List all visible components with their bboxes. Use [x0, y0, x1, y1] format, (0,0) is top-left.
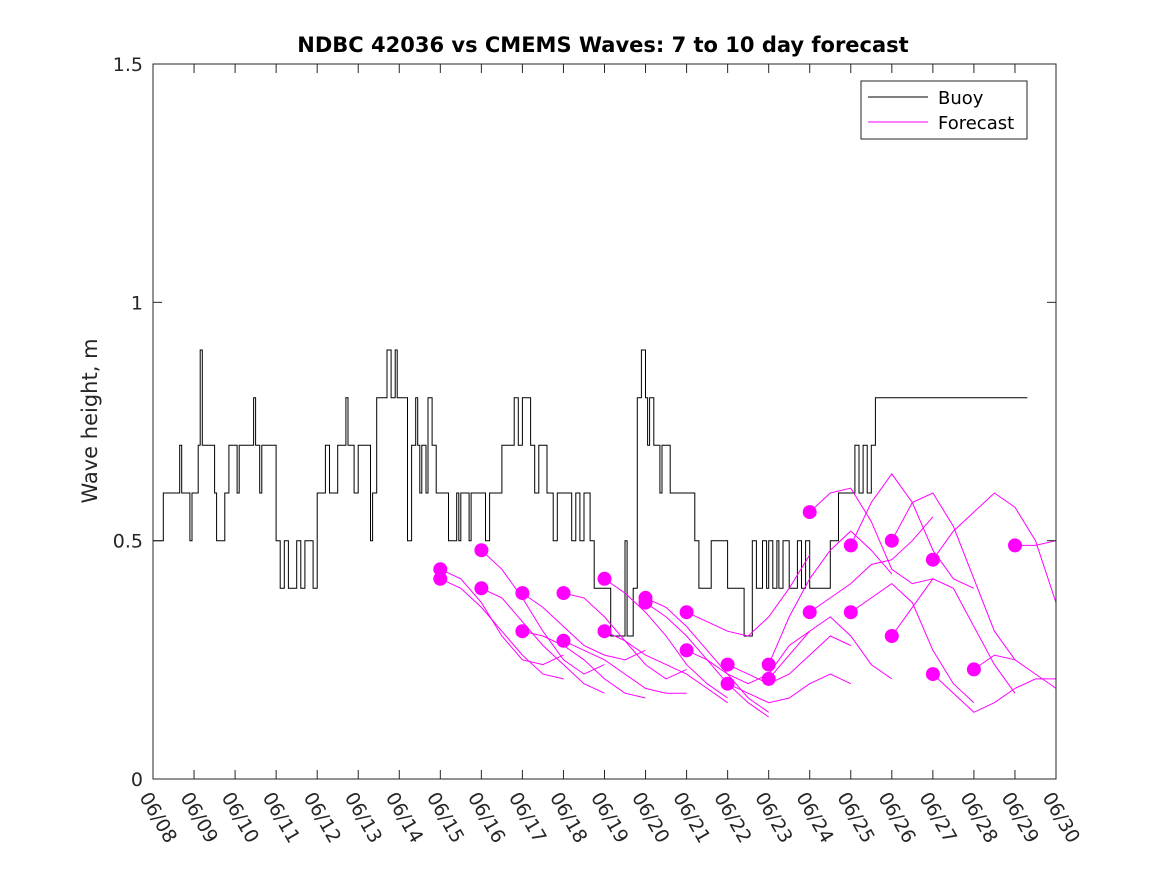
forecast-line-4: [481, 587, 605, 694]
forecast-line-24: [891, 578, 1016, 694]
y-tick-label: 1.5: [113, 54, 143, 76]
forecast-marker-6: [515, 624, 530, 639]
forecast-line-27: [973, 654, 1057, 689]
forecast-marker-14: [679, 643, 694, 658]
forecast-marker-26: [925, 667, 940, 682]
forecast-marker-2: [433, 571, 448, 586]
forecast-marker-15: [720, 657, 735, 672]
buoy-series: [153, 349, 1028, 637]
forecast-line-16: [727, 673, 852, 704]
legend-buoy-label: Buoy: [938, 88, 984, 109]
forecast-line-20: [809, 516, 934, 613]
forecast-line-3: [481, 549, 605, 675]
plot-area: [152, 63, 1057, 780]
forecast-marker-17: [761, 657, 776, 672]
forecast-marker-23: [884, 533, 899, 548]
forecast-marker-20: [802, 605, 817, 620]
legend-forecast-label: Forecast: [938, 113, 1014, 134]
forecast-marker-7: [556, 586, 571, 601]
plot-background: [153, 64, 1056, 779]
forecast-line-15: [727, 635, 852, 685]
forecast-line-9: [604, 578, 728, 699]
forecast-line-23: [891, 492, 1016, 661]
forecast-line-1: [440, 568, 564, 666]
forecast-marker-25: [925, 552, 940, 567]
y-tick-label: 1: [131, 292, 143, 314]
forecast-line-11: [645, 597, 769, 713]
forecast-marker-12: [638, 595, 653, 610]
buoy-line: [153, 349, 1028, 637]
forecast-line-17: [768, 530, 893, 665]
forecast-line-5: [522, 592, 646, 661]
forecast-marker-27: [966, 662, 981, 677]
forecast-line-14: [686, 630, 810, 685]
forecast-marker-3: [474, 543, 489, 558]
forecast-marker-4: [474, 581, 489, 596]
forecast-markers: [433, 505, 1022, 691]
forecast-marker-13: [679, 605, 694, 620]
legend: Buoy Forecast: [860, 80, 1028, 140]
forecast-marker-24: [884, 629, 899, 643]
forecast-marker-18: [761, 671, 776, 686]
forecast-marker-19: [802, 505, 817, 520]
y-axis-label: Wave height, m: [78, 338, 102, 503]
forecast-line-2: [440, 578, 564, 680]
forecast-marker-28: [1008, 538, 1022, 553]
forecast-line-26: [932, 673, 1056, 713]
forecast-line-6: [522, 630, 646, 699]
forecast-marker-21: [843, 538, 858, 553]
forecast-line-18: [768, 616, 893, 680]
forecast-line-8: [563, 640, 687, 694]
forecast-line-19: [809, 487, 934, 585]
legend-box: [860, 80, 1028, 140]
forecast-marker-22: [843, 605, 858, 620]
forecast-series: [440, 473, 1057, 718]
forecast-marker-5: [515, 586, 530, 601]
forecast-marker-16: [720, 676, 735, 691]
forecast-line-13: [686, 554, 811, 637]
forecast-marker-10: [597, 624, 612, 639]
y-tick-label: 0.5: [113, 531, 143, 553]
forecast-line-25: [932, 492, 1057, 603]
y-tick-label: 0: [131, 769, 143, 791]
forecast-line-22: [850, 582, 975, 704]
chart-title: NDBC 42036 vs CMEMS Waves: 7 to 10 day f…: [297, 33, 908, 57]
forecast-marker-8: [556, 633, 571, 648]
forecast-line-10: [604, 630, 728, 704]
forecast-marker-9: [597, 571, 612, 586]
